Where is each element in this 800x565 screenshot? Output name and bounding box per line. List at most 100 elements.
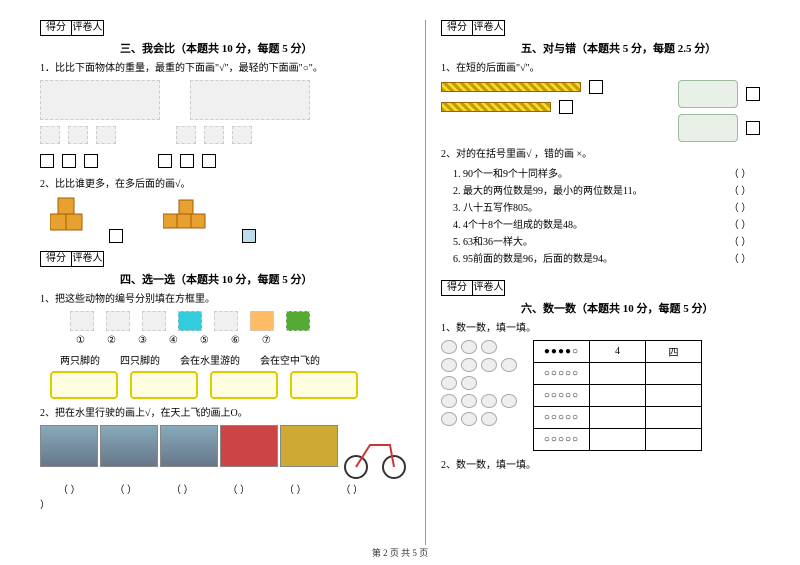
animal-icon — [214, 311, 238, 331]
animal-checkbox-row — [40, 126, 410, 148]
balance-images — [40, 80, 410, 120]
score-label: 得分 — [40, 251, 72, 267]
tf-item: 6. 95前面的数是96，后面的数是94。（ ） — [453, 251, 760, 268]
tf-paren[interactable]: （ ） — [720, 200, 760, 217]
score-box-4: 得分 评卷人 — [40, 251, 410, 267]
panda-icon — [441, 376, 457, 390]
fruit-icon — [232, 126, 252, 144]
section-5-title: 五、对与错（本题共 5 分，每题 2.5 分） — [521, 40, 760, 56]
paren[interactable]: （ ） — [228, 481, 251, 496]
cubes-row — [40, 196, 410, 243]
check-box[interactable] — [242, 229, 256, 243]
panda-icon — [501, 358, 517, 372]
paren[interactable]: （ ） — [341, 481, 364, 496]
score-label: 得分 — [441, 20, 473, 36]
cat-label: 四只脚的 — [120, 352, 160, 367]
q4-1: 1、把这些动物的编号分别填在方框里。 — [40, 293, 410, 307]
grader-label: 评卷人 — [473, 280, 505, 296]
answer-frame[interactable] — [290, 371, 358, 399]
cat-label: 会在空中飞的 — [260, 352, 320, 367]
table-cell[interactable] — [590, 385, 646, 407]
check-box[interactable] — [62, 154, 76, 168]
check-box[interactable] — [746, 121, 760, 135]
paren[interactable]: （ ） — [284, 481, 307, 496]
roller-icon — [280, 425, 338, 467]
rope-long-icon — [441, 82, 581, 92]
tf-paren[interactable]: （ ） — [720, 183, 760, 200]
circle-cell: ○○○○○ — [544, 412, 579, 423]
balance-2-icon — [190, 80, 310, 120]
check-box[interactable] — [40, 154, 54, 168]
panda-icon — [441, 340, 457, 354]
section-4-title: 四、选一选（本题共 10 分，每题 5 分） — [120, 271, 410, 287]
tf-list: 1. 90个一和9个十同样多。（ ） 2. 最大的两位数是99，最小的两位数是1… — [441, 166, 760, 268]
check-box[interactable] — [180, 154, 194, 168]
num-2: ② — [107, 335, 116, 346]
balance-1-icon — [40, 80, 160, 120]
animal-icon — [178, 311, 202, 331]
table-header: 四 — [646, 341, 702, 363]
paren[interactable]: （ ） — [115, 481, 138, 496]
table-cell[interactable] — [590, 407, 646, 429]
circle-cell: ●●●●○ — [544, 346, 579, 357]
table-header: 4 — [590, 341, 646, 363]
ship-icon — [100, 425, 158, 467]
table-cell[interactable] — [646, 385, 702, 407]
check-box[interactable] — [84, 154, 98, 168]
paren[interactable]: （ ） — [58, 481, 81, 496]
answer-frames — [40, 371, 410, 399]
check-box[interactable] — [202, 154, 216, 168]
tf-item: 1. 90个一和9个十同样多。（ ） — [453, 166, 760, 183]
check-box[interactable] — [559, 100, 573, 114]
rope-row-1 — [441, 80, 658, 94]
score-label: 得分 — [441, 280, 473, 296]
bike-icon — [340, 425, 410, 481]
panda-icon — [441, 394, 457, 408]
num-7: ⑦ — [262, 335, 271, 346]
panda-icon — [441, 358, 457, 372]
table-cell[interactable] — [590, 429, 646, 451]
tf-paren[interactable]: （ ） — [720, 217, 760, 234]
panda-icon — [461, 394, 477, 408]
num-6: ⑥ — [231, 335, 240, 346]
page-footer: 第 2 页 共 5 页 — [0, 546, 800, 559]
panda-icon — [481, 340, 497, 354]
right-column: 得分 评卷人 五、对与错（本题共 5 分，每题 2.5 分） 1、在短的后面画"… — [431, 20, 770, 545]
table-cell[interactable] — [646, 407, 702, 429]
panda-icon — [441, 412, 457, 426]
tf-item: 5. 63和36一样大。（ ） — [453, 234, 760, 251]
panda-icon — [461, 358, 477, 372]
tf-paren[interactable]: （ ） — [720, 251, 760, 268]
count-table: ●●●●○ 4 四 ○○○○○ ○○○○○ ○○○○○ ○○○○○ — [533, 340, 702, 451]
answer-frame[interactable] — [210, 371, 278, 399]
plane-icon — [160, 425, 218, 467]
check-box[interactable] — [158, 154, 172, 168]
animal-icon-row — [40, 311, 410, 331]
grader-label: 评卷人 — [72, 251, 104, 267]
answer-frame[interactable] — [50, 371, 118, 399]
q4-2: 2、把在水里行驶的画上√，在天上飞的画上O。 — [40, 407, 410, 421]
tf-paren[interactable]: （ ） — [720, 166, 760, 183]
check-box[interactable] — [109, 229, 123, 243]
answer-frame[interactable] — [130, 371, 198, 399]
circled-numbers: ① ② ③ ④ ⑤ ⑥ ⑦ — [40, 335, 410, 346]
table-cell[interactable] — [646, 429, 702, 451]
panda-icon — [501, 394, 517, 408]
score-box-5: 得分 评卷人 — [441, 20, 760, 36]
cube-group-a — [50, 196, 123, 243]
table-cell[interactable] — [646, 363, 702, 385]
vehicle-parens: （ ） （ ） （ ） （ ） （ ） （ ） — [40, 481, 410, 496]
paren[interactable]: （ ） — [171, 481, 194, 496]
animal-icon — [250, 311, 274, 331]
table-cell[interactable] — [590, 363, 646, 385]
num-1: ① — [76, 335, 85, 346]
circle-cell: ○○○○○ — [544, 368, 579, 379]
section-3-title: 三、我会比（本题共 10 分，每题 5 分） — [120, 40, 410, 56]
tf-item: 3. 八十五写作805。（ ） — [453, 200, 760, 217]
tf-paren[interactable]: （ ） — [720, 234, 760, 251]
animal-icon — [70, 311, 94, 331]
num-5: ⑤ — [200, 335, 209, 346]
rope-short-icon — [441, 102, 551, 112]
check-box[interactable] — [589, 80, 603, 94]
check-box[interactable] — [746, 87, 760, 101]
